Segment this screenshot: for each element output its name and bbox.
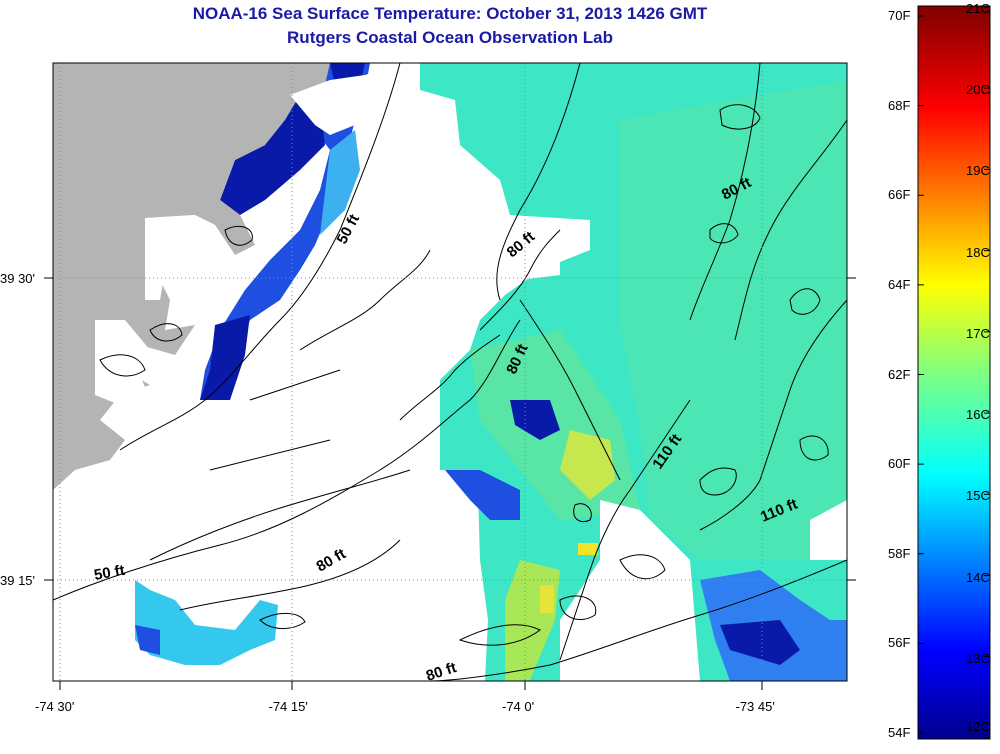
map-area [53, 63, 847, 681]
colorbar-fahrenheit-label: 54F [888, 725, 911, 740]
latitude-tick-label: 39 15' [0, 573, 36, 588]
longitude-tick-label: -74 30' [35, 699, 75, 714]
latitude-tick-label: 39 30' [0, 271, 36, 286]
sst-warm-patch [560, 430, 615, 500]
longitude-tick-label: -74 15' [268, 699, 308, 714]
colorbar-celsius-label: 16C [966, 407, 990, 423]
sst-cold-patch [135, 580, 278, 665]
colorbar-celsius-label: 20C [966, 82, 990, 98]
colorbar-fahrenheit-label: 62F [888, 366, 911, 382]
depth-label: 50 ft [93, 562, 126, 584]
land-bay [95, 320, 150, 405]
colorbar-fahrenheit-label: 58F [888, 545, 911, 561]
sst-field-green [620, 80, 847, 560]
sst-cold-patch [720, 620, 800, 665]
colorbar-fahrenheit-label: 60F [888, 456, 911, 472]
colorbar-fahrenheit-label: 66F [888, 187, 911, 203]
sst-cold-patch [510, 400, 560, 440]
colorbar-celsius-label: 12C [966, 719, 990, 734]
colorbar-celsius-label: 17C [966, 325, 990, 341]
colorbar-fahrenheit-label: 56F [888, 635, 911, 651]
sst-cold-strip [200, 63, 370, 400]
cloud-gap [810, 500, 847, 560]
colorbar-celsius-label: 19C [966, 163, 990, 179]
longitude-tick-label: -73 45' [735, 699, 775, 714]
colorbar-celsius-label: 15C [966, 488, 990, 504]
sst-warm-pixel [578, 543, 598, 555]
sst-cold-core [200, 315, 250, 400]
map-grid [53, 63, 847, 681]
colorbar [918, 6, 990, 739]
cloud-gap [560, 500, 700, 681]
map-frame [52, 62, 848, 682]
map-subtitle: Rutgers Coastal Ocean Observation Lab [287, 28, 613, 47]
colorbar-fahrenheit-label: 70F [888, 8, 911, 23]
longitude-tick-label: -74 0' [502, 699, 535, 714]
sst-warm-pixel [540, 585, 554, 613]
sst-cold-patch [135, 625, 160, 655]
colorbar-celsius-label: 21C [966, 1, 990, 16]
bathymetry-contours [53, 63, 847, 681]
land-bay [145, 215, 235, 300]
sst-cold-patch [445, 470, 520, 520]
colorbar-fahrenheit-label: 64F [888, 276, 911, 292]
map-ticks [44, 277, 856, 690]
sst-cyan-edge [320, 130, 360, 235]
map-title: NOAA-16 Sea Surface Temperature: October… [192, 4, 708, 23]
colorbar-celsius-label: 13C [966, 650, 990, 666]
sst-cold-core [220, 100, 325, 215]
colorbar-celsius-label: 18C [966, 244, 990, 260]
colorbar-celsius-label: 14C [966, 569, 990, 585]
colorbar-fahrenheit-label: 68F [888, 97, 911, 113]
land-barrier [290, 63, 412, 135]
